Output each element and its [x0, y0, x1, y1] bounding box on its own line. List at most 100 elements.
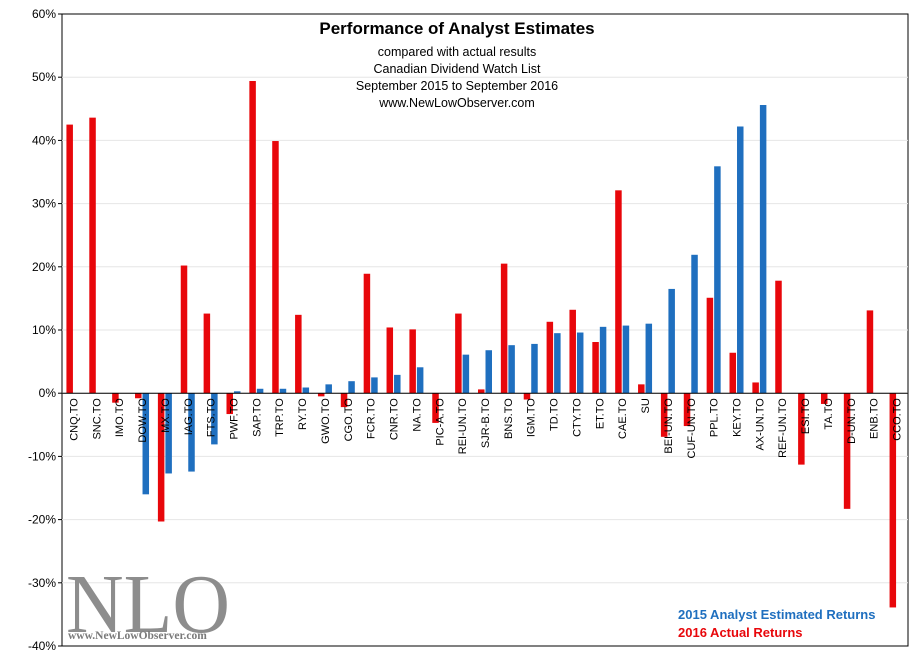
subtitle-line-3: September 2015 to September 2016 [356, 79, 558, 93]
y-tick-label: 0% [39, 386, 57, 400]
x-label-CNQ.TO: CNQ.TO [68, 398, 80, 441]
x-label-FCR.TO: FCR.TO [366, 398, 378, 439]
x-label-IMO.TO: IMO.TO [114, 398, 126, 437]
bar-estimate-CTY.TO [576, 332, 584, 394]
bar-estimate-TRP.TO [279, 388, 287, 394]
x-label-MX.TO: MX.TO [160, 398, 172, 433]
legend: 2015 Analyst Estimated Returns 2016 Actu… [678, 607, 875, 640]
bars [66, 80, 897, 608]
bar-actual-D-UN.TO [843, 393, 851, 509]
bar-actual-CTY.TO [569, 309, 576, 394]
bar-actual-REI-UN.TO [455, 313, 462, 394]
x-label-SAP.TO: SAP.TO [251, 398, 263, 437]
x-label-CGO.TO: CGO.TO [343, 398, 355, 442]
bar-actual-GWO.TO [317, 393, 325, 397]
nlo-logo: NLO [66, 558, 230, 651]
x-label-TD.TO: TD.TO [549, 398, 561, 431]
bar-actual-TA.TO [820, 393, 828, 404]
bar-estimate-DOW.TO [142, 393, 150, 495]
y-tick-label: 60% [32, 7, 56, 21]
bar-actual-REF-UN.TO [775, 280, 782, 394]
bar-actual-CGO.TO [340, 393, 348, 408]
bar-actual-ENB.TO [866, 310, 874, 394]
bar-actual-CNR.TO [386, 327, 394, 394]
x-label-CNR.TO: CNR.TO [389, 398, 401, 440]
bar-actual-FTS.TO [203, 313, 211, 394]
x-label-D-UN.TO: D-UN.TO [846, 398, 858, 444]
bar-actual-SAP.TO [249, 80, 256, 394]
chart-title: Performance of Analyst Estimates [319, 19, 594, 38]
bar-actual-TRP.TO [272, 141, 279, 394]
bar-actual-RY.TO [295, 314, 302, 394]
bar-actual-KEY.TO [729, 352, 737, 394]
y-tick-label: 50% [32, 70, 56, 84]
bar-estimate-GWO.TO [325, 384, 332, 394]
bar-actual-IAG.TO [180, 265, 188, 394]
y-axis-ticks: -40% -30% -20% -10% 0% 10% 20% 30% 40% 50% 60% [28, 7, 62, 653]
x-label-BNS.TO: BNS.TO [503, 398, 515, 439]
bar-estimate-KEY.TO [737, 126, 744, 394]
x-label-IGM.TO: IGM.TO [526, 398, 538, 437]
bar-estimate-SU [645, 323, 653, 394]
x-label-CCO.TO: CCO.TO [892, 398, 904, 441]
nlo-logo-url: www.NewLowObserver.com [68, 630, 207, 642]
bar-actual-CCO.TO [889, 393, 897, 608]
x-label-ET.TO: ET.TO [594, 398, 606, 429]
x-label-REF-UN.TO: REF-UN.TO [777, 398, 789, 458]
x-label-FTS.TO: FTS.TO [206, 398, 218, 437]
bar-actual-ESI.TO [798, 393, 805, 465]
bar-actual-BEI-UN.TO [660, 393, 668, 437]
bar-estimate-CGO.TO [348, 381, 355, 394]
legend-label-actual: 2016 Actual Returns [678, 625, 803, 640]
x-label-PIC-A.TO: PIC-A.TO [434, 398, 446, 446]
x-label-DOW.TO: DOW.TO [137, 398, 149, 443]
x-label-CTY.TO: CTY.TO [571, 398, 583, 437]
bar-estimate-IAG.TO [188, 393, 195, 472]
bar-estimate-CNR.TO [394, 374, 401, 394]
subtitle-line-4: www.NewLowObserver.com [378, 96, 535, 110]
y-tick-label: 30% [32, 197, 56, 211]
bar-estimate-BEI-UN.TO [668, 288, 675, 394]
bar-estimate-BNS.TO [508, 345, 515, 394]
bar-actual-SU [638, 384, 645, 394]
y-tick-label: -40% [28, 639, 56, 653]
x-label-BEI-UN.TO: BEI-UN.TO [663, 398, 675, 454]
bar-estimate-MX.TO [165, 393, 172, 474]
bar-actual-MX.TO [157, 393, 165, 522]
subtitle-line-2: Canadian Dividend Watch List [374, 62, 542, 76]
x-label-NA.TO: NA.TO [411, 398, 423, 432]
bar-estimate-PPL.TO [714, 166, 721, 394]
bar-actual-NA.TO [409, 329, 416, 394]
x-label-IAG.TO: IAG.TO [183, 398, 195, 436]
bar-actual-IGM.TO [523, 393, 531, 400]
x-label-AX-UN.TO: AX-UN.TO [754, 398, 766, 451]
bar-actual-CUF-UN.TO [683, 393, 691, 427]
nlo-watermark: NLO www.NewLowObserver.com [66, 558, 230, 651]
x-label-KEY.TO: KEY.TO [732, 398, 744, 437]
bar-estimate-SAP.TO [256, 388, 264, 394]
y-tick-label: -30% [28, 576, 56, 590]
x-label-GWO.TO: GWO.TO [320, 398, 332, 444]
bar-actual-PPL.TO [706, 297, 714, 394]
bar-estimate-PWF.TO [233, 391, 241, 394]
x-label-PWF.TO: PWF.TO [228, 398, 240, 440]
bar-estimate-CAE.TO [622, 325, 630, 394]
bar-actual-BNS.TO [500, 263, 508, 394]
x-label-SNC.TO: SNC.TO [91, 398, 103, 440]
bar-estimate-FTS.TO [211, 393, 218, 445]
bar-actual-ET.TO [592, 342, 599, 394]
x-label-CUF-UN.TO: CUF-UN.TO [686, 398, 698, 459]
bar-actual-PWF.TO [226, 393, 233, 415]
bar-actual-CAE.TO [615, 190, 622, 394]
bar-estimate-SJR-B.TO [485, 350, 492, 394]
x-label-REI-UN.TO: REI-UN.TO [457, 398, 469, 454]
x-label-SJR-B.TO: SJR-B.TO [480, 398, 492, 448]
bar-actual-PIC-A.TO [432, 393, 439, 423]
bar-estimate-AX-UN.TO [759, 105, 767, 394]
bar-estimate-REI-UN.TO [462, 354, 470, 394]
x-label-ESI.TO: ESI.TO [800, 398, 812, 434]
legend-label-estimates: 2015 Analyst Estimated Returns [678, 607, 875, 622]
y-tick-label: 40% [32, 133, 56, 147]
x-label-PPL.TO: PPL.TO [709, 398, 721, 437]
